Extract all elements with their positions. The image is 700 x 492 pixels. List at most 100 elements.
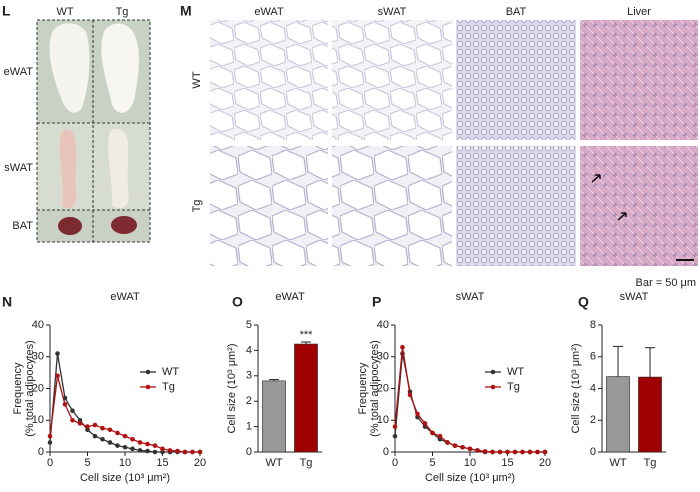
x-tick-label: 10 [119, 457, 131, 469]
legend-marker [490, 369, 496, 375]
legend-marker [145, 384, 151, 390]
panel-letter: M [180, 3, 192, 19]
y-tick-label: 4 [590, 382, 596, 394]
marker [55, 373, 60, 379]
marker [422, 421, 428, 426]
y-tick-label: 0 [246, 446, 252, 458]
x-tick-label: Tg [644, 457, 657, 469]
marker [392, 424, 398, 429]
marker [137, 440, 143, 445]
marker [70, 417, 75, 423]
y-axis-label: Cell size (10³ μm²) [226, 343, 238, 433]
marker [400, 344, 405, 350]
marker [92, 433, 98, 439]
bar [606, 376, 630, 453]
chart-title: sWAT [456, 291, 485, 303]
marker [182, 449, 188, 455]
series-line [49, 375, 200, 453]
row-label: eWAT [4, 66, 34, 78]
marker [392, 433, 398, 439]
row-label: WT [191, 71, 203, 88]
row-label: Tg [191, 200, 203, 213]
marker [167, 448, 173, 453]
panel-letter: N [2, 294, 12, 310]
marker [77, 417, 83, 423]
y-axis-label: (% total adipocytes) [24, 340, 36, 437]
marker [122, 444, 128, 450]
scale-note: Bar = 50 μm [636, 277, 696, 289]
marker [137, 448, 143, 453]
legend-label: Tg [162, 381, 175, 393]
y-tick-label: 40 [32, 319, 44, 331]
x-tick-label: Tg [300, 457, 313, 469]
marker [445, 440, 450, 445]
x-tick-label: 15 [501, 457, 513, 469]
marker [130, 446, 135, 452]
y-tick-label: 5 [246, 319, 252, 331]
marker [145, 441, 150, 447]
y-tick-label: 8 [590, 319, 596, 331]
y-tick-label: 0 [383, 446, 389, 458]
legend-marker [490, 384, 496, 390]
marker [175, 448, 180, 454]
marker [490, 449, 495, 455]
marker [475, 448, 480, 453]
y-axis-label: Cell size (10³ μm²) [570, 343, 582, 433]
panel-l-photo [36, 19, 151, 243]
y-tick-label: 0 [38, 446, 44, 458]
y-tick-label: 2 [246, 395, 252, 407]
marker [512, 449, 518, 455]
panel-letter: L [2, 3, 11, 19]
x-axis-label: Cell size (10³ μm²) [425, 472, 515, 484]
marker [62, 402, 68, 407]
marker [407, 392, 413, 398]
marker [542, 449, 548, 455]
y-tick-label: 4 [246, 344, 252, 356]
legend-label: WT [162, 366, 179, 378]
marker [100, 425, 105, 431]
marker [107, 427, 113, 433]
legend-label: Tg [507, 381, 520, 393]
panel-letter: P [372, 294, 381, 310]
marker [115, 430, 120, 436]
marker [197, 449, 203, 455]
marker [152, 443, 158, 448]
y-tick-label: 20 [32, 382, 44, 394]
column-label: eWAT [254, 6, 284, 18]
x-tick-label: 5 [429, 457, 435, 469]
row-label: BAT [12, 220, 33, 232]
annotation: *** [300, 329, 314, 341]
marker [160, 449, 165, 455]
marker [70, 408, 75, 414]
x-tick-label: 5 [84, 457, 90, 469]
marker [47, 440, 53, 445]
panel-letter: Q [578, 294, 589, 310]
y-tick-label: 40 [377, 319, 389, 331]
column-label: WT [56, 6, 73, 18]
column-label: Tg [116, 6, 129, 18]
marker [100, 437, 105, 442]
row-label: sWAT [4, 162, 33, 174]
marker [190, 449, 195, 455]
x-tick-label: 0 [47, 457, 53, 469]
marker [437, 437, 443, 442]
x-tick-label: 20 [194, 457, 206, 469]
panel-m-photos [210, 20, 698, 266]
x-tick-label: 15 [156, 457, 168, 469]
y-tick-label: 20 [377, 382, 389, 394]
marker [497, 449, 503, 455]
bar [294, 343, 318, 453]
marker [85, 424, 90, 429]
y-tick-label: 3 [246, 370, 252, 382]
x-tick-label: WT [609, 457, 626, 469]
marker [55, 351, 60, 356]
y-tick-label: 2 [590, 414, 596, 426]
marker [437, 433, 443, 439]
column-label: Liver [627, 6, 651, 18]
x-tick-label: 10 [464, 457, 476, 469]
panel-letter: O [232, 294, 243, 310]
y-tick-label: 6 [590, 351, 596, 363]
marker [527, 449, 533, 455]
y-axis-label: Frequency [12, 362, 24, 414]
